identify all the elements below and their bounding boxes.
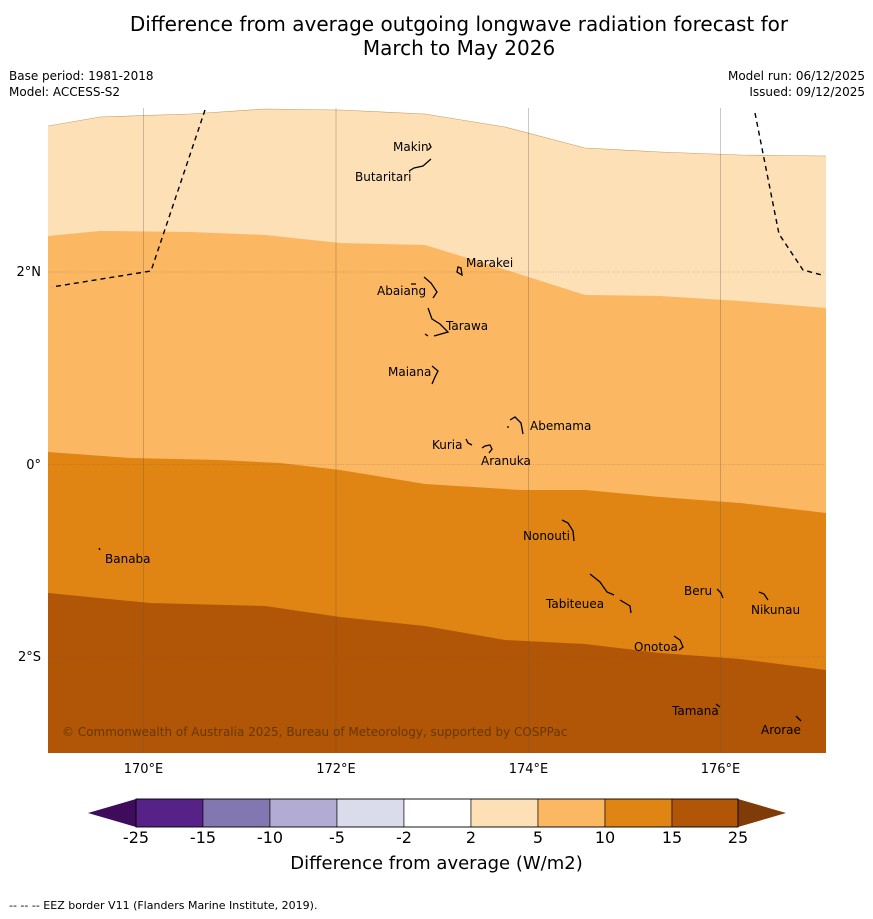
- colorbar-tick-5: -2: [396, 828, 412, 847]
- colorbar-tick-4: -5: [329, 828, 345, 847]
- issued-date: Issued: 09/12/2025: [749, 85, 865, 99]
- label-tamana: Tamana: [671, 704, 719, 718]
- island-tamana: [715, 703, 721, 708]
- eez-border-west: [51, 109, 206, 288]
- band-15-25: [48, 593, 826, 753]
- colorbar-tick-9: 15: [661, 828, 683, 847]
- island-tabiteuea: [589, 573, 632, 614]
- label-tarawa: Tarawa: [445, 319, 488, 333]
- label-maiana: Maiana: [388, 365, 431, 379]
- island-aranuka: [481, 444, 493, 454]
- colorbar-bin-9: [671, 798, 739, 828]
- model-run: Model run: 06/12/2025: [727, 69, 865, 83]
- colorbar-tick-3: -10: [256, 828, 284, 847]
- island-kuria: [465, 438, 473, 446]
- eez-legend-footer: -- -- -- EEZ border V11 (Flanders Marine…: [9, 899, 318, 912]
- colorbar-extend-high: [738, 799, 786, 827]
- label-nonouti: Nonouti: [523, 529, 570, 543]
- colorbar-tick-6: 2: [465, 828, 477, 847]
- colorbar-bin-3: [269, 798, 338, 828]
- label-marakei: Marakei: [466, 256, 513, 270]
- colorbar-bin-7: [537, 798, 606, 828]
- map-title-line2: March to May 2026: [362, 36, 556, 60]
- lon-label-170e: 170°E: [124, 762, 164, 777]
- colorbar-tick-1: -25: [122, 828, 150, 847]
- island-banaba: [98, 547, 101, 551]
- island-beru: [716, 588, 724, 599]
- meta-right: Model run: 06/12/2025 Issued: 09/12/2025: [728, 68, 865, 100]
- colorbar-tick-2: -15: [189, 828, 217, 847]
- label-kuria: Kuria: [432, 438, 463, 452]
- copyright-notice: © Commonwealth of Australia 2025, Bureau…: [62, 725, 567, 739]
- label-butaritari: Butaritari: [355, 170, 412, 184]
- label-aranuka: Aranuka: [481, 454, 531, 468]
- meta-left: Base period: 1981-2018 Model: ACCESS-S2: [9, 68, 154, 100]
- anomaly-bands: [47, 108, 827, 753]
- label-nikunau: Nikunau: [751, 603, 800, 617]
- island-maiana: [431, 365, 439, 385]
- label-arorae: Arorae: [761, 723, 801, 737]
- island-makin: [427, 142, 432, 151]
- island-butaritari: [408, 158, 432, 172]
- island-outlines: [98, 142, 802, 722]
- colorbar: [88, 798, 786, 828]
- island-nonouti: [561, 519, 575, 542]
- lat-label-0: 0°: [26, 458, 41, 473]
- lat-label-2n: 2°N: [17, 265, 42, 280]
- band-edge-line: [47, 108, 827, 157]
- map-title: Difference from average outgoing longwav…: [0, 12, 873, 60]
- colorbar-bin-5: [403, 798, 472, 828]
- island-marakei: [456, 266, 463, 277]
- base-period: Base period: 1981-2018: [9, 69, 154, 83]
- colorbar-tick-8: 10: [594, 828, 616, 847]
- colorbar-frame: [135, 798, 739, 828]
- label-makin: Makin: [393, 140, 429, 154]
- lat-label-2s: 2°S: [18, 650, 41, 665]
- island-abemama: [507, 416, 524, 435]
- colorbar-bin-8: [604, 798, 673, 828]
- lon-label-176e: 176°E: [701, 762, 741, 777]
- island-onotoa: [673, 635, 684, 651]
- colorbar-tick-10: 25: [727, 828, 749, 847]
- colorbar-extend-low: [88, 799, 136, 827]
- colorbar-title: Difference from average (W/m2): [290, 853, 583, 874]
- label-banaba: Banaba: [105, 552, 151, 566]
- colorbar-bin-1: [135, 798, 204, 828]
- island-tarawa: [424, 307, 450, 337]
- colorbar-tick-7: 5: [532, 828, 544, 847]
- model-name: Model: ACCESS-S2: [9, 85, 121, 99]
- lon-label-174e: 174°E: [509, 762, 549, 777]
- island-labels: Makin Butaritari Marakei Abaiang Tarawa …: [105, 140, 801, 737]
- eez-border: [51, 109, 823, 288]
- colorbar-bin-6: [470, 798, 539, 828]
- label-abemama: Abemama: [530, 419, 591, 433]
- colorbar-bin-2: [202, 798, 271, 828]
- label-onotoa: Onotoa: [634, 640, 678, 654]
- island-nikunau: [758, 591, 769, 601]
- map-title-line1: Difference from average outgoing longwav…: [129, 12, 789, 36]
- axis-labels: 170°E 172°E 174°E 176°E 2°N 0° 2°S: [17, 265, 741, 777]
- label-abaiang: Abaiang: [377, 284, 426, 298]
- lon-label-172e: 172°E: [316, 762, 356, 777]
- label-beru: Beru: [684, 584, 712, 598]
- island-abaiang: [411, 276, 438, 299]
- graticule: [48, 108, 826, 753]
- band-top-white: [48, 108, 826, 156]
- label-tabiteuea: Tabiteuea: [545, 597, 604, 611]
- island-arorae: [795, 715, 802, 722]
- colorbar-bin-4: [336, 798, 405, 828]
- eez-border-east: [754, 112, 823, 276]
